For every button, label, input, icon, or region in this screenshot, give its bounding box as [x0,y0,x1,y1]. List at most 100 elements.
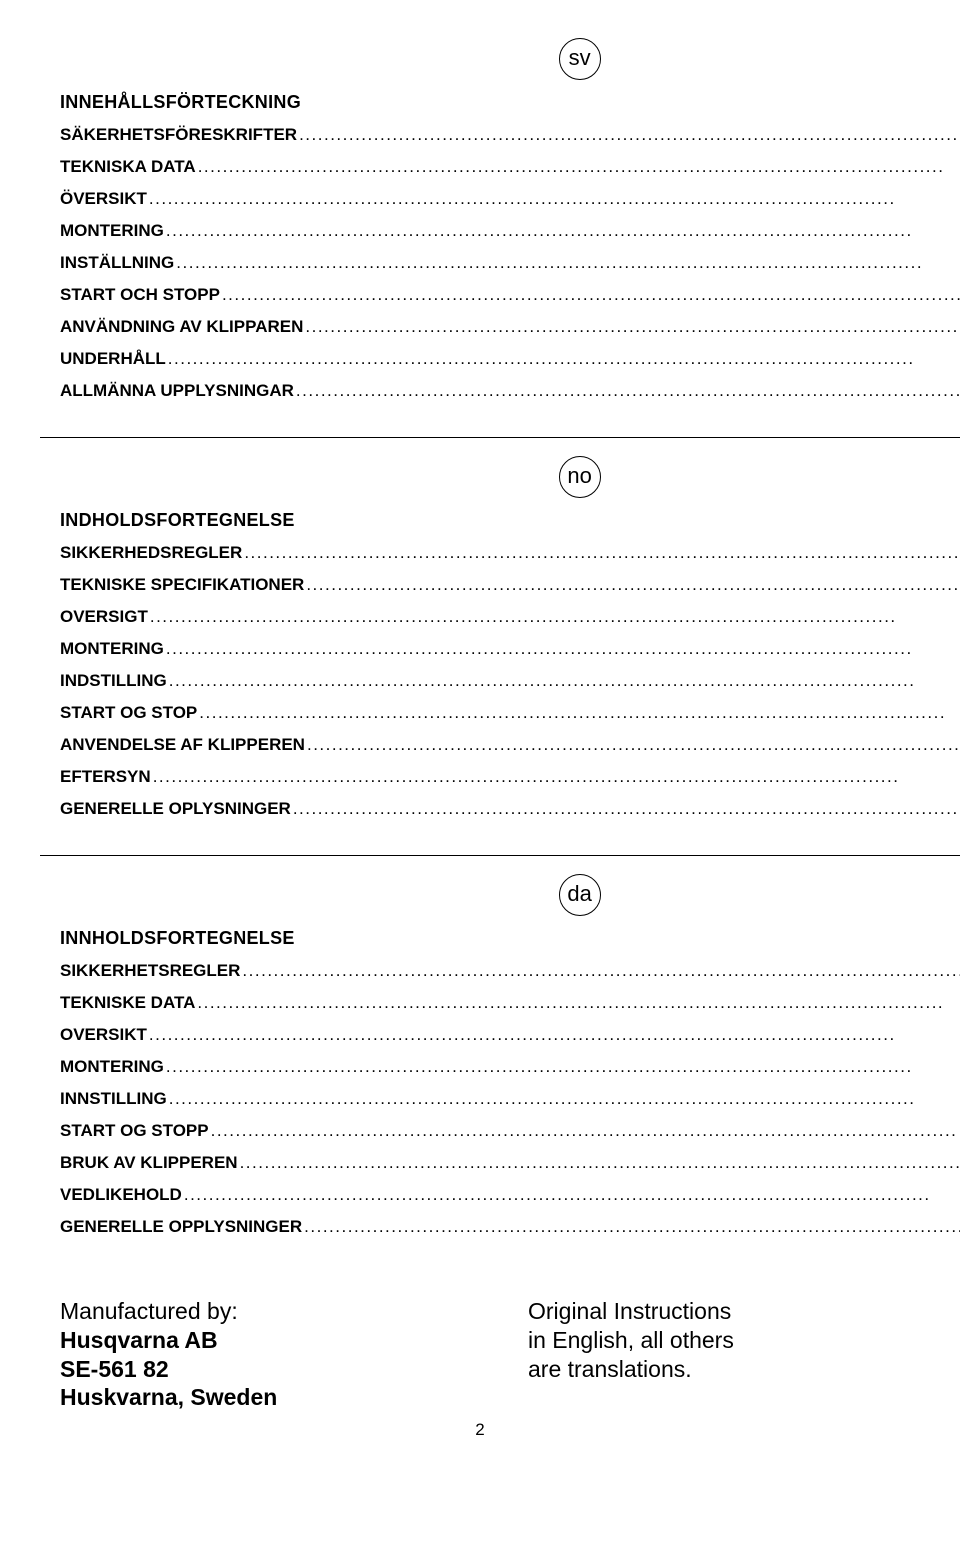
toc-dots: ........................................… [242,543,960,563]
toc-entry: UNDERHÅLL...............................… [60,349,960,369]
manufacturer-block: Manufactured by: Husqvarna AB SE-561 82 … [60,1297,480,1412]
instructions-line-2: in English, all others [528,1326,900,1355]
toc-dots: ........................................… [167,1089,960,1109]
toc-entry: START OG STOP...........................… [60,703,960,723]
toc-entry: GENERELLE OPLYSNINGER...................… [60,799,960,819]
toc-entry-label: ALLMÄNNA UPPLYSNINGAR [60,381,294,401]
toc-entry: TEKNISKA DATA...........................… [60,157,960,177]
manufacturer-line-3: Huskvarna, Sweden [60,1383,480,1412]
toc-dots: ........................................… [304,575,960,595]
toc-dots: ........................................… [148,607,960,627]
toc-dots: ........................................… [151,767,960,787]
toc-entry-label: START OCH STOPP [60,285,220,305]
toc-dots: ........................................… [294,381,960,401]
toc-entry-label: SIKKERHEDSREGLER [60,543,242,563]
toc-entry-label: START OG STOP [60,703,197,723]
toc-dots: ........................................… [195,993,960,1013]
toc-entry: MONTERING...............................… [60,221,960,241]
toc-dots: ........................................… [174,253,960,273]
toc-dots: ........................................… [197,703,960,723]
toc-dots: ........................................… [166,349,960,369]
toc-heading-row: INDHOLDSFORTEGNELSESIDE [60,510,960,531]
instructions-line-3: are translations. [528,1355,900,1384]
toc-dots: ........................................… [303,317,960,337]
manufacturer-line-1: Husqvarna AB [60,1326,480,1355]
toc-entry: INDSTILLING.............................… [60,671,960,691]
toc-entry-label: TEKNISKE DATA [60,993,195,1013]
toc-heading: INNHOLDSFORTEGNELSE [60,928,295,949]
toc-entry: INNSTILLING.............................… [60,1089,960,1109]
toc-dots: ........................................… [240,961,960,981]
toc-entry-label: GENERELLE OPPLYSNINGER [60,1217,302,1237]
toc-entry-label: OVERSIKT [60,1025,147,1045]
toc-entry: TEKNISKE SPECIFIKATIONER................… [60,575,960,595]
toc-entry-label: GENERELLE OPLYSNINGER [60,799,291,819]
toc-dots: ........................................… [297,125,960,145]
toc-entry: GENERELLE OPPLYSNINGER..................… [60,1217,960,1237]
toc-entry: SÄKERHETSFÖRESKRIFTER...................… [60,125,960,145]
toc-entry-label: ANVENDELSE AF KLIPPEREN [60,735,305,755]
lang-badge-da: da [559,874,601,916]
toc-dots: ........................................… [164,221,960,241]
toc-block-da: da INNHOLDSFORTEGNELSESIDE SIKKERHETSREGLE… [40,856,960,1273]
toc-entry-label: ANVÄNDNING AV KLIPPAREN [60,317,303,337]
toc-grid: svINNEHÅLLSFÖRTECKNINGSIDANSÄKERHETSFÖRE… [40,20,920,1273]
toc-dots: ........................................… [220,285,960,305]
toc-dots: ........................................… [302,1217,960,1237]
toc-entry-label: START OG STOPP [60,1121,209,1141]
toc-dots: ........................................… [164,1057,960,1077]
toc-entry: ALLMÄNNA UPPLYSNINGAR...................… [60,381,960,401]
toc-entry-label: SÄKERHETSFÖRESKRIFTER [60,125,297,145]
toc-entry-label: INNSTILLING [60,1089,167,1109]
toc-entry-label: INSTÄLLNING [60,253,174,273]
toc-block-no: no INDHOLDSFORTEGNELSESIDE SIKKERHEDSREGLE… [40,438,960,856]
toc-heading: INDHOLDSFORTEGNELSE [60,510,295,531]
page-number: 2 [40,1420,920,1440]
toc-dots: ........................................… [147,1025,960,1045]
toc-entry-label: MONTERING [60,1057,164,1077]
toc-entry: TEKNISKE DATA...........................… [60,993,960,1013]
lang-badge-sv: sv [559,38,601,80]
toc-entry: START OG STOPP..........................… [60,1121,960,1141]
toc-entry: MONTERING...............................… [60,639,960,659]
toc-dots: ........................................… [164,639,960,659]
toc-dots: ........................................… [238,1153,960,1173]
manufactured-by-label: Manufactured by: [60,1297,480,1326]
instructions-note: Original Instructions in English, all ot… [480,1297,900,1412]
toc-entry-label: ÖVERSIKT [60,189,147,209]
toc-entry-label: VEDLIKEHOLD [60,1185,182,1205]
toc-heading-row: INNEHÅLLSFÖRTECKNINGSIDAN [60,92,960,113]
toc-entry-label: UNDERHÅLL [60,349,166,369]
toc-heading-row: INNHOLDSFORTEGNELSESIDE [60,928,960,949]
toc-dots: ........................................… [167,671,960,691]
toc-entry: ANVENDELSE AF KLIPPEREN.................… [60,735,960,755]
toc-entry-label: MONTERING [60,221,164,241]
toc-entry: OVERSIGT................................… [60,607,960,627]
toc-heading: INNEHÅLLSFÖRTECKNING [60,92,301,113]
lang-badge-no: no [559,456,601,498]
toc-entry-label: EFTERSYN [60,767,151,787]
toc-entry: SIKKERHETSREGLER........................… [60,961,960,981]
toc-entry: INSTÄLLNING.............................… [60,253,960,273]
toc-entry-label: MONTERING [60,639,164,659]
toc-entry: VEDLIKEHOLD.............................… [60,1185,960,1205]
toc-entry: SIKKERHEDSREGLER........................… [60,543,960,563]
toc-entry-label: BRUK AV KLIPPEREN [60,1153,238,1173]
toc-entry: OVERSIKT................................… [60,1025,960,1045]
instructions-line-1: Original Instructions [528,1297,900,1326]
toc-entry: BRUK AV KLIPPEREN.......................… [60,1153,960,1173]
toc-dots: ........................................… [291,799,960,819]
toc-entry-label: OVERSIGT [60,607,148,627]
toc-dots: ........................................… [305,735,960,755]
toc-dots: ........................................… [196,157,960,177]
toc-dots: ........................................… [147,189,960,209]
toc-entry: START OCH STOPP.........................… [60,285,960,305]
manufacturer-line-2: SE-561 82 [60,1355,480,1384]
toc-entry: EFTERSYN................................… [60,767,960,787]
toc-dots: ........................................… [182,1185,960,1205]
toc-entry: ANVÄNDNING AV KLIPPAREN.................… [60,317,960,337]
toc-entry-label: TEKNISKE SPECIFIKATIONER [60,575,304,595]
toc-entry-label: SIKKERHETSREGLER [60,961,240,981]
toc-entry-label: INDSTILLING [60,671,167,691]
toc-entry-label: TEKNISKA DATA [60,157,196,177]
